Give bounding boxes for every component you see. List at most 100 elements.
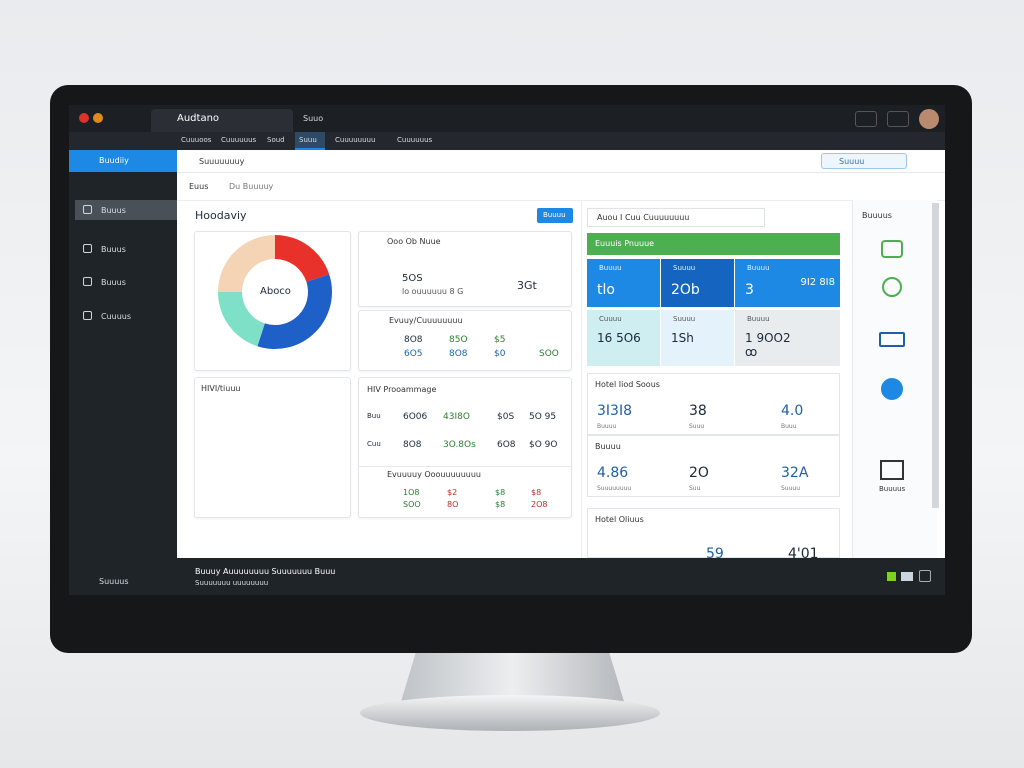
icon-button[interactable] <box>887 111 909 127</box>
breadcrumb[interactable]: Euus <box>189 182 209 191</box>
value: 85O <box>449 335 468 345</box>
nav-item[interactable]: Suuu <box>299 136 317 144</box>
card-title: Evuuy/Cuuuuuuuu <box>389 316 463 325</box>
card-title: Ooo Ob Nuue <box>387 237 441 246</box>
sidebar-item[interactable]: Buuus <box>101 245 126 254</box>
dot <box>79 113 89 123</box>
row-label: Cuu <box>367 440 381 448</box>
tab[interactable] <box>151 109 293 132</box>
scrollbar[interactable] <box>932 203 939 508</box>
sidebar-footer[interactable]: Suuuus <box>99 577 129 586</box>
icon[interactable] <box>880 460 904 480</box>
sidebar-icon[interactable] <box>83 277 92 286</box>
nav-active[interactable] <box>295 132 325 150</box>
donut-segment <box>218 235 275 292</box>
nav-item[interactable]: Cuuuuuus <box>221 136 257 144</box>
sidebar-item[interactable]: Buuus <box>101 278 126 287</box>
value: $0 <box>494 349 506 359</box>
icon[interactable] <box>919 570 931 582</box>
sidebar-icon[interactable] <box>83 311 92 320</box>
gauge-label: 3Gt <box>517 279 537 292</box>
gauge-sub: lo ouuuuuu 8 G <box>402 287 464 296</box>
card-title: HIVI/tiuuu <box>201 384 241 393</box>
stats-card <box>587 435 840 497</box>
tile <box>587 259 660 307</box>
gauge-value: 5OS <box>402 273 423 284</box>
search-label: Suuuuuuuy <box>199 157 245 166</box>
stat-caption: Suuuuuuuu <box>597 485 632 492</box>
button-text[interactable]: Buuuu <box>543 211 566 219</box>
nav-item[interactable]: Cuuuuuuuu <box>335 136 376 144</box>
icon[interactable] <box>887 572 896 581</box>
value: $5 <box>494 335 506 345</box>
divider <box>177 200 945 201</box>
icon[interactable] <box>881 378 903 400</box>
browser-bar: Audtano Suuo <box>69 105 945 132</box>
stat-value: 38 <box>689 403 707 419</box>
tile-label: Buuuu <box>747 264 770 272</box>
icon-button[interactable] <box>855 111 877 127</box>
value: 8O8 <box>404 335 423 345</box>
value: 2O8 <box>531 500 548 509</box>
donut-segment <box>275 235 330 282</box>
value: 8O8 <box>403 440 422 450</box>
nav-item[interactable]: Cuuuoos <box>181 136 212 144</box>
footer-bar <box>177 558 945 595</box>
value: SOO <box>539 349 559 359</box>
sidebar-icon[interactable] <box>83 244 92 253</box>
tile-label: Suuuu <box>673 315 696 323</box>
stat-caption: Suu <box>689 485 701 492</box>
tile-label: Cuuuu <box>599 315 622 323</box>
button[interactable] <box>537 208 573 223</box>
side-panel-title: Buuuus <box>862 211 892 220</box>
gauge-card <box>358 231 572 307</box>
value: $O 9O <box>529 440 558 450</box>
avatar[interactable] <box>919 109 939 129</box>
tab-title[interactable]: Suuo <box>303 114 324 123</box>
card-title: Hotel Oliuus <box>595 515 644 524</box>
stat-value: 4.0 <box>781 403 804 419</box>
sidebar-icon[interactable] <box>83 205 92 214</box>
nav-item[interactable]: Cuuuuuus <box>397 136 433 144</box>
tab-title[interactable]: Audtano <box>177 113 220 124</box>
green-bar <box>587 233 840 255</box>
bar-card <box>194 377 351 518</box>
stand-base <box>360 695 660 731</box>
tile <box>735 259 840 307</box>
screen: Audtano Suuo Cuuuoos Cuuuuuus Soud Suuu Cuuu… <box>69 105 945 595</box>
icon[interactable] <box>879 332 905 347</box>
energy-card: Evuuy/Cuuuuuuuu 8O8 85O $5 6O5 8O8 $0 SOO <box>358 310 572 371</box>
icon[interactable] <box>901 572 913 581</box>
nav-item[interactable]: Soud <box>267 136 285 144</box>
value: 8O8 <box>449 349 468 359</box>
tile <box>587 310 660 366</box>
value: $0S <box>497 412 515 422</box>
icon[interactable] <box>881 240 903 258</box>
sidebar-item[interactable]: Buuus <box>101 206 126 215</box>
footer-title: Buuuy Auuuuuuuu Suuuuuuu Buuu <box>195 567 336 576</box>
stat-caption: Buuu <box>781 423 797 430</box>
sidebar: Buudiiy Suuuus Buuus Buuus Buuus Cuuuus <box>69 150 177 595</box>
sidebar-active[interactable] <box>75 200 177 220</box>
tile-value: 16 5O6 <box>597 331 641 345</box>
sidebar-header-text[interactable]: Buudiiy <box>99 156 129 165</box>
search-box-text[interactable]: Suuuu <box>839 157 865 166</box>
tile-value: 9I2 8I8 <box>800 277 835 288</box>
search-box[interactable] <box>821 153 907 169</box>
value: 6O8 <box>497 440 516 450</box>
value: 43I8O <box>443 412 470 422</box>
stat-value: 4.86 <box>597 465 629 481</box>
sidebar-item[interactable]: Cuuuus <box>101 312 132 321</box>
value: 6O5 <box>404 349 423 359</box>
value: 8O <box>447 500 459 509</box>
dot <box>93 113 103 123</box>
breadcrumb[interactable]: Du Buuuuy <box>229 182 274 191</box>
card-title: HIV Prooammage <box>367 385 437 394</box>
tile <box>735 310 840 366</box>
sidebar-header[interactable] <box>69 150 177 172</box>
icon[interactable] <box>882 277 902 297</box>
panel-header <box>587 208 765 227</box>
card-title: Hotel Iiod Soous <box>595 380 660 389</box>
stats-card <box>587 508 840 558</box>
